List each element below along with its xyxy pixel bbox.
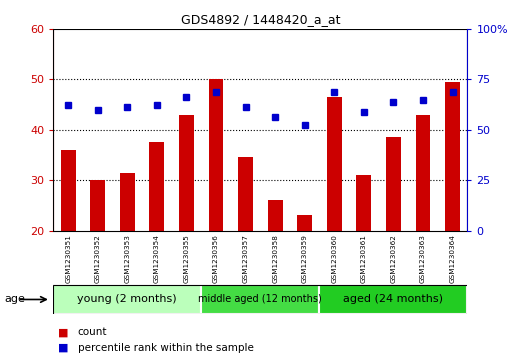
FancyBboxPatch shape	[320, 285, 467, 314]
Text: GSM1230358: GSM1230358	[272, 234, 278, 282]
Text: age: age	[4, 294, 25, 305]
Text: GSM1230352: GSM1230352	[94, 234, 101, 282]
Bar	[386, 137, 401, 231]
Text: aged (24 months): aged (24 months)	[343, 294, 443, 305]
FancyBboxPatch shape	[201, 285, 320, 314]
Bar	[297, 215, 312, 231]
Text: GSM1230354: GSM1230354	[154, 234, 160, 282]
Text: percentile rank within the sample: percentile rank within the sample	[78, 343, 253, 353]
Text: GSM1230363: GSM1230363	[420, 234, 426, 282]
Text: count: count	[78, 327, 107, 337]
Text: GSM1230360: GSM1230360	[331, 234, 337, 282]
Text: GSM1230362: GSM1230362	[391, 234, 396, 282]
Text: GSM1230357: GSM1230357	[242, 234, 248, 282]
Text: GSM1230364: GSM1230364	[450, 234, 456, 282]
Bar	[357, 175, 371, 231]
Bar	[209, 79, 224, 231]
Text: GSM1230356: GSM1230356	[213, 234, 219, 282]
Text: young (2 months): young (2 months)	[77, 294, 177, 305]
Bar	[149, 142, 164, 231]
Bar	[90, 180, 105, 231]
Text: GSM1230361: GSM1230361	[361, 234, 367, 282]
Text: ■: ■	[58, 343, 69, 353]
Text: GSM1230351: GSM1230351	[65, 234, 71, 282]
Bar	[120, 172, 135, 231]
Bar	[238, 158, 253, 231]
Bar	[416, 115, 430, 231]
Text: GSM1230355: GSM1230355	[183, 234, 189, 282]
FancyBboxPatch shape	[53, 285, 201, 314]
Bar	[179, 115, 194, 231]
Bar	[268, 200, 282, 231]
Text: middle aged (12 months): middle aged (12 months)	[199, 294, 322, 305]
Text: GSM1230359: GSM1230359	[302, 234, 308, 282]
Bar	[327, 97, 342, 231]
Text: ■: ■	[58, 327, 69, 337]
Text: GSM1230353: GSM1230353	[124, 234, 130, 282]
Text: GDS4892 / 1448420_a_at: GDS4892 / 1448420_a_at	[181, 13, 340, 26]
Bar	[61, 150, 76, 231]
Bar	[445, 82, 460, 231]
